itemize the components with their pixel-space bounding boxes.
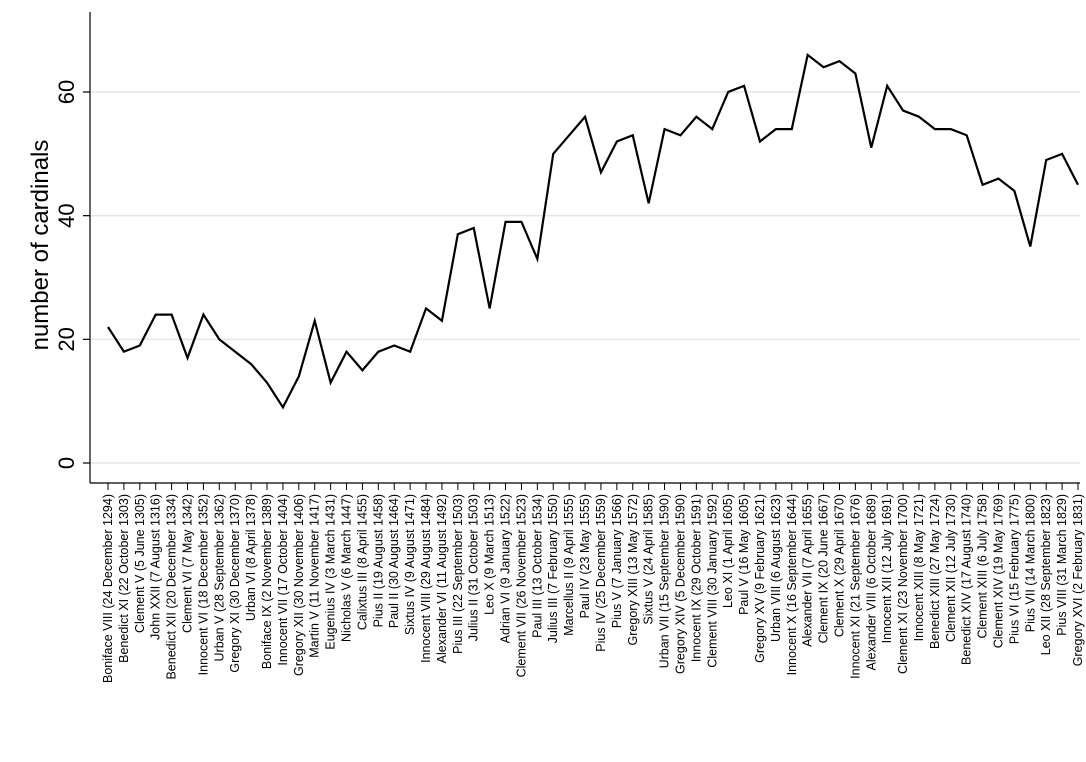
x-tick-label: Urban VII (15 September 1590) [658, 494, 672, 668]
x-tick-label: Boniface VIII (24 December 1294) [101, 494, 115, 683]
x-tick-label: Alexander VI (11 August 1492) [435, 494, 449, 663]
x-tick-label: Innocent XIII (8 May 1721) [912, 494, 926, 641]
x-tick-label: Martin V (11 November 1417) [308, 494, 322, 658]
x-tick-label: Julius III (7 February 1550) [546, 494, 560, 643]
x-tick-label: Urban VI (8 April 1378) [244, 494, 258, 621]
x-tick-label: Eugenius IV (3 March 1431) [324, 494, 338, 650]
x-tick-label: Benedict XIV (17 August 1740) [960, 494, 974, 665]
x-tick-label: Pius VII (14 March 1800) [1023, 494, 1037, 632]
x-tick-label: Benedict XII (20 December 1334) [165, 494, 179, 680]
x-tick-label: Alexander VII (7 April 1655) [801, 494, 815, 647]
x-tick-label: Adrian VI (9 January 1522) [499, 494, 513, 643]
x-tick-label: Boniface IX (2 November 1389) [260, 494, 274, 669]
x-tick-label: Pius IV (25 December 1559) [594, 494, 608, 652]
x-tick-label: Clement VIII (30 January 1592) [705, 494, 719, 668]
x-tick-label: Clement XIII (6 July 1758) [976, 494, 990, 639]
x-tick-label: Innocent VIII (29 August 1484) [419, 494, 433, 663]
y-axis: 0 20 40 60 [54, 12, 91, 483]
x-tick-label: Sixtus IV (9 August 1471) [403, 494, 417, 635]
y-axis-title: number of cardinals [27, 140, 54, 351]
y-tick-label: 60 [54, 80, 79, 104]
x-tick-label: Clement XII (12 July 1730) [944, 494, 958, 642]
x-tick-label: Sixtus V (24 April 1585) [642, 494, 656, 625]
x-tick-label: Leo X (9 March 1513) [483, 494, 497, 615]
x-tick-label: Leo XII (28 September 1823) [1039, 494, 1053, 655]
x-tick-label: Alexander VIII (6 October 1689) [864, 494, 878, 670]
x-tick-label: Paul III (13 October 1534) [530, 494, 544, 638]
x-tick-label: Pius VIII (31 March 1829) [1055, 494, 1069, 636]
x-tick-label: Pius VI (15 February 1775) [1007, 494, 1021, 644]
x-tick-label: Paul II (30 August 1464) [387, 494, 401, 628]
x-tick-label: Clement XIV (19 May 1769) [991, 494, 1005, 648]
x-axis: Boniface VIII (24 December 1294) Benedict… [90, 482, 1085, 683]
x-tick-label: Innocent IX (29 October 1591) [689, 494, 703, 662]
y-tick-label: 40 [54, 203, 79, 227]
x-tick-label: John XXII (7 August 1316) [149, 494, 163, 640]
x-tick-label: Innocent X (16 September 1644) [785, 494, 799, 675]
x-tick-label: Urban V (28 September 1362) [212, 494, 226, 661]
x-tick-label: Pius III (22 September 1503) [451, 494, 465, 654]
x-tick-label: Pius V (7 January 1566) [610, 494, 624, 628]
y-tick-label: 0 [54, 457, 79, 469]
x-tick-label: Gregory XIV (5 December 1590) [673, 494, 687, 674]
x-tick-label: Clement XI (23 November 1700) [896, 494, 910, 674]
x-tick-label: Marcellus II (9 April 1555) [562, 494, 576, 636]
gridlines [90, 91, 1080, 464]
x-tick-label: Julius II (31 October 1503) [467, 494, 481, 641]
x-tick-label: Gregory XIII (13 May 1572) [626, 494, 640, 645]
x-tick-label: Benedict XIII (27 May 1724) [928, 494, 942, 649]
x-tick-label: Gregory XI (30 December 1370) [228, 494, 242, 673]
x-tick-label: Clement VII (26 November 1523) [514, 494, 528, 677]
y-tick-label: 20 [54, 327, 79, 351]
x-tick-label: Innocent VI (18 December 1352) [196, 494, 210, 675]
x-tick-label: Clement X (29 April 1670) [832, 494, 846, 637]
series [107, 52, 1079, 410]
x-tick-label: Nicholas V (6 March 1447) [340, 494, 354, 642]
x-tick-label: Benedict XI (22 October 1303) [117, 494, 131, 663]
x-tick-label: Leo XI (1 April 1605) [721, 494, 735, 608]
x-tick-label: Gregory XV (9 February 1621) [753, 494, 767, 663]
x-tick-label: Innocent XI (21 September 1676) [848, 494, 862, 679]
x-tick-label: Clement IX (20 June 1667) [817, 494, 831, 643]
x-tick-label: Calixtus III (8 April 1455) [355, 494, 369, 630]
x-tick-label: Pius II (19 August 1458) [371, 494, 385, 627]
x-tick-label: Paul V (16 May 1605) [737, 494, 751, 615]
x-tick-label: Clement VI (7 May 1342) [181, 494, 195, 633]
x-tick-label: Gregory XVI (2 February 1831) [1071, 494, 1085, 666]
x-tick-label: Paul IV (23 May 1555) [578, 494, 592, 618]
x-tick-label: Gregory XII (30 November 1406) [292, 494, 306, 676]
x-tick-label: Clement V (5 June 1305) [133, 494, 147, 633]
x-tick-label: Innocent XII (12 July 1691) [880, 494, 894, 643]
x-tick-label: Innocent VII (17 October 1404) [276, 494, 290, 666]
series-line [107, 52, 1079, 410]
x-tick-label: Urban VIII (6 August 1623) [769, 494, 783, 642]
